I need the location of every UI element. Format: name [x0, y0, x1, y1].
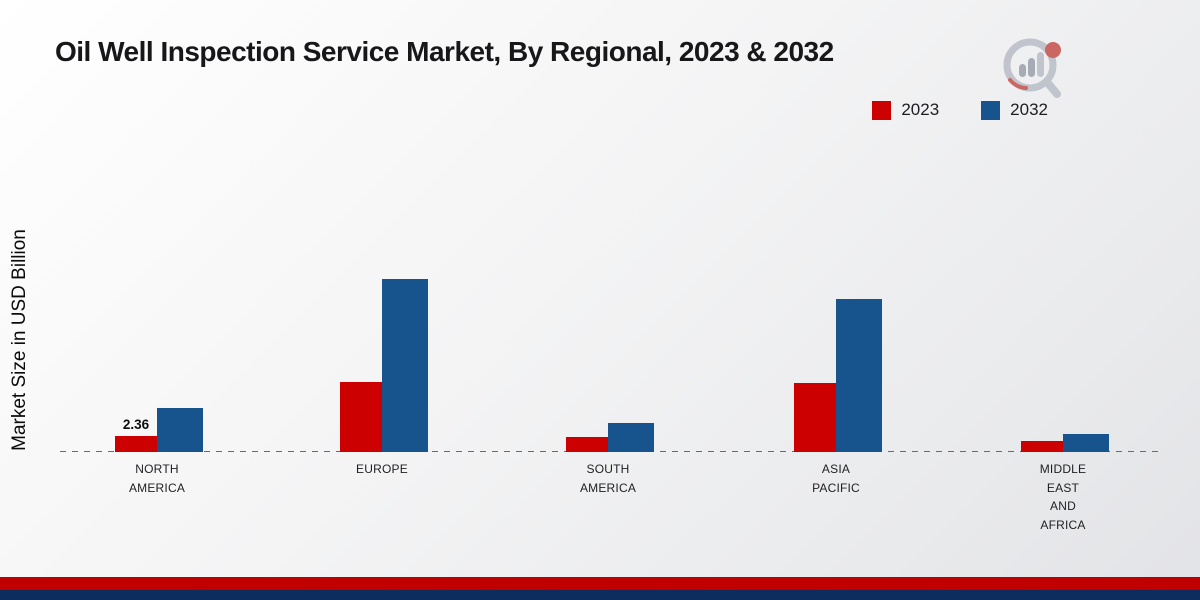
category-label-1: EUROPE: [356, 462, 408, 476]
bar-2032-category-3: [836, 299, 882, 452]
bar-value-label: 2.36: [122, 417, 150, 432]
bar-2032-category-2: [608, 423, 654, 452]
bar-2023-category-1: [340, 382, 382, 452]
bar-2032-category-4: [1063, 434, 1109, 452]
legend-item-2032: 2032: [981, 100, 1048, 120]
bar-2023-category-4: [1021, 441, 1063, 452]
legend: 2023 2032: [872, 100, 1048, 120]
legend-item-2023: 2023: [872, 100, 939, 120]
category-label-4: MIDDLE EAST AND AFRICA: [1039, 462, 1087, 532]
footer-red-band: [0, 577, 1200, 590]
legend-swatch-2023: [872, 100, 892, 120]
bar-2023-category-2: [566, 437, 608, 452]
legend-swatch-2032: [981, 100, 1001, 120]
category-label-0: NORTH AMERICA: [128, 462, 186, 495]
legend-label-2032: 2032: [1010, 100, 1048, 119]
magnifier-chart-logo-icon: [1003, 38, 1061, 98]
footer-navy-band: [0, 590, 1200, 600]
chart-title: Oil Well Inspection Service Market, By R…: [55, 36, 834, 67]
bar-2032-category-1: [382, 279, 428, 452]
category-label-3: ASIA PACIFIC: [812, 462, 860, 495]
legend-label-2023: 2023: [901, 100, 940, 119]
category-label-2: SOUTH AMERICA: [579, 462, 637, 495]
bar-2023-category-0: [115, 436, 157, 452]
bar-2023-category-3: [794, 383, 836, 452]
bar-2032-category-0: [157, 408, 203, 452]
